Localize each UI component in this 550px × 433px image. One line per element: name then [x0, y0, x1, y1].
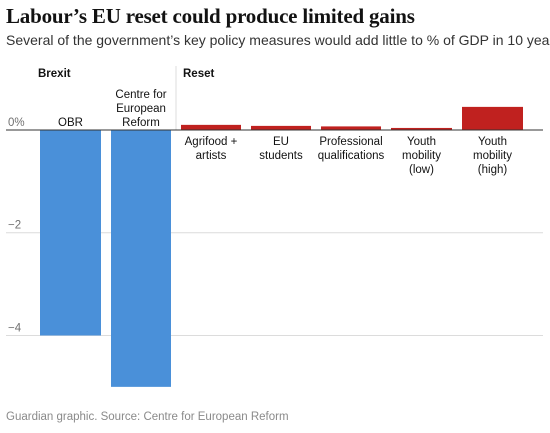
bar: [391, 127, 452, 130]
y-tick-label: 0%: [8, 117, 25, 129]
bar: [111, 130, 171, 387]
source-note: Guardian graphic. Source: Centre for Eur…: [6, 411, 289, 423]
category-label: Youth mobility (low): [402, 136, 441, 176]
chart-title: Labour’s EU reset could produce limited …: [6, 4, 415, 28]
bar: [462, 106, 523, 130]
group-label: Brexit: [38, 68, 71, 80]
bar: [251, 125, 311, 130]
group-label: Reset: [183, 68, 214, 80]
category-label: Youth mobility (high): [473, 136, 512, 176]
category-label: Agrifood + artists: [185, 136, 238, 162]
y-tick-label: −2: [8, 220, 21, 232]
category-label: OBR: [58, 117, 83, 129]
category-label: Centre for European Reform: [115, 89, 166, 129]
bar: [40, 130, 101, 336]
bar: [321, 126, 381, 130]
bar: [181, 124, 241, 130]
y-tick-label: −4: [8, 322, 22, 334]
chart-subtitle: Several of the government’s key policy m…: [6, 32, 550, 48]
category-label: EU students: [259, 136, 303, 162]
category-label: Professional qualifications: [318, 136, 385, 162]
